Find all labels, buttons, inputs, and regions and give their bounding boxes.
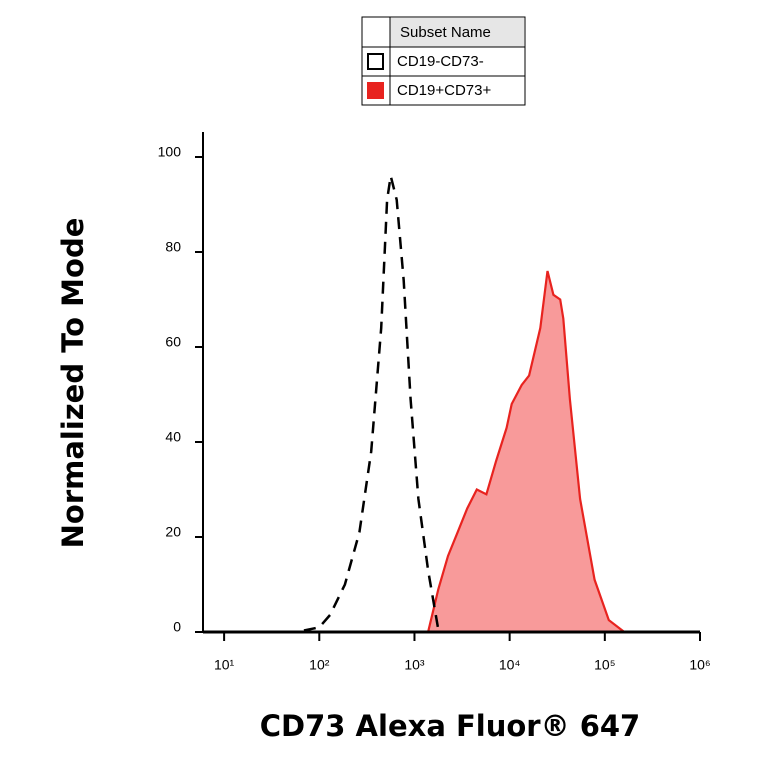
y-tick-label: 0 bbox=[173, 619, 181, 635]
legend-label: CD19+CD73+ bbox=[397, 82, 491, 99]
y-tick-label: 80 bbox=[165, 239, 181, 255]
histogram-line bbox=[224, 175, 440, 634]
legend-title: Subset Name bbox=[400, 24, 491, 41]
y-tick-label: 60 bbox=[165, 334, 181, 350]
x-tick-label: 10¹ bbox=[214, 657, 235, 673]
legend-swatch bbox=[367, 82, 384, 99]
x-tick-label: 10⁵ bbox=[594, 657, 615, 673]
legend-header-bg bbox=[390, 18, 524, 47]
y-tick-label: 40 bbox=[165, 429, 181, 445]
histogram-area bbox=[203, 270, 700, 634]
x-axis-title: CD73 Alexa Fluor® 647 bbox=[260, 709, 640, 743]
y-tick-label: 100 bbox=[158, 144, 182, 160]
legend: Subset Name CD19-CD73- CD19+CD73+ bbox=[361, 16, 526, 106]
y-axis-title: Normalized To Mode bbox=[56, 218, 90, 549]
x-tick-label: 10⁶ bbox=[689, 657, 710, 673]
x-tick-label: 10² bbox=[309, 657, 330, 673]
legend-label: CD19-CD73- bbox=[397, 53, 484, 70]
x-tick-label: 10³ bbox=[404, 657, 425, 673]
legend-swatch bbox=[367, 53, 384, 70]
x-tick-label: 10⁴ bbox=[499, 657, 521, 673]
y-tick-label: 20 bbox=[165, 524, 181, 540]
